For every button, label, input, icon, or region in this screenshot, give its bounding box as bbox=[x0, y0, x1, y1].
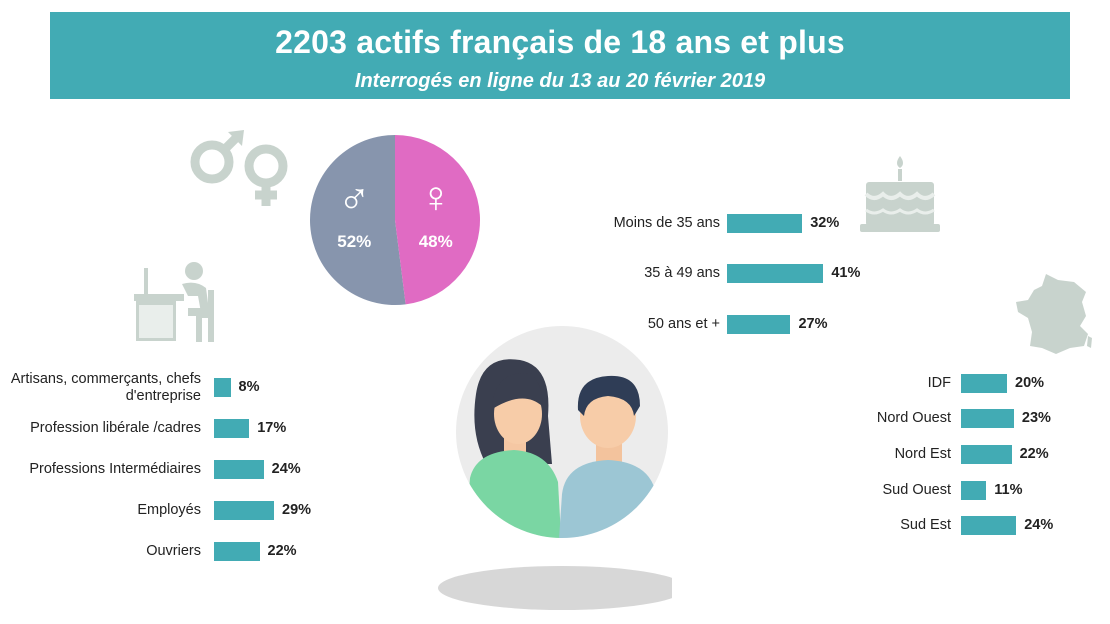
bar-category-label: Sud Ouest bbox=[882, 482, 951, 498]
bar bbox=[961, 445, 1012, 464]
bar bbox=[727, 315, 791, 334]
bar-category-label: 35 à 49 ans bbox=[644, 265, 720, 281]
pie-value-male: 52% bbox=[337, 232, 371, 251]
bar-value-label: 29% bbox=[282, 502, 312, 518]
bar-value-label: 24% bbox=[271, 461, 301, 477]
header-banner: 2203 actifs français de 18 ans et plus I… bbox=[50, 12, 1070, 99]
bar-value-label: 11% bbox=[994, 482, 1023, 498]
bar-value-label: 32% bbox=[810, 215, 840, 231]
bar-category-label: Sud Est bbox=[900, 517, 951, 533]
bar-category-label: Artisans, commerçants, chefs d'entrepris… bbox=[10, 370, 201, 404]
bar bbox=[961, 516, 1017, 535]
bar bbox=[214, 419, 250, 438]
gender-symbols-icon bbox=[190, 130, 288, 206]
bar-category-label: Professions Intermédiaires bbox=[29, 461, 201, 477]
bar bbox=[961, 374, 1007, 393]
bar-value-label: 17% bbox=[257, 420, 287, 436]
bar-category-label: Nord Ouest bbox=[876, 410, 951, 426]
page-subtitle: Interrogés en ligne du 13 au 20 février … bbox=[354, 70, 766, 92]
bar bbox=[214, 460, 264, 479]
couple-avatar-icon bbox=[438, 326, 672, 610]
bar-value-label: 27% bbox=[798, 316, 828, 332]
bar bbox=[961, 481, 987, 500]
bar bbox=[214, 501, 275, 520]
bar-category-label: Ouvriers bbox=[146, 543, 201, 559]
page-title: 2203 actifs français de 18 ans et plus bbox=[275, 24, 845, 60]
bar-category-label: IDF bbox=[927, 375, 951, 391]
bar bbox=[727, 214, 803, 233]
female-symbol-label: ♀ bbox=[419, 173, 452, 222]
bar-value-label: 8% bbox=[238, 379, 260, 395]
birthday-cake-icon bbox=[860, 156, 940, 232]
bar-category-label: Employés bbox=[137, 502, 201, 518]
bar bbox=[214, 378, 231, 397]
bar-value-label: 20% bbox=[1015, 375, 1045, 391]
bar bbox=[214, 542, 260, 561]
bar-category-label: Profession libérale /cadres bbox=[30, 420, 201, 436]
france-map-icon bbox=[1016, 274, 1092, 354]
bar bbox=[961, 409, 1014, 428]
bar-category-label: Moins de 35 ans bbox=[613, 215, 720, 231]
bar-value-label: 22% bbox=[1019, 446, 1049, 462]
male-symbol-label: ♂ bbox=[338, 173, 371, 222]
bar-value-label: 41% bbox=[831, 265, 861, 281]
bar-value-label: 23% bbox=[1021, 410, 1051, 426]
pie-slice-male bbox=[309, 135, 406, 305]
gender-pie-chart: ♂ 52% ♀ 48% bbox=[309, 135, 480, 305]
bar-category-label: Nord Est bbox=[894, 446, 951, 462]
pie-slice-female bbox=[395, 135, 480, 305]
bar-value-label: 22% bbox=[267, 543, 297, 559]
bar-value-label: 24% bbox=[1024, 517, 1054, 533]
pie-value-female: 48% bbox=[419, 232, 453, 251]
bar bbox=[727, 264, 824, 283]
desk-worker-icon bbox=[134, 262, 214, 342]
